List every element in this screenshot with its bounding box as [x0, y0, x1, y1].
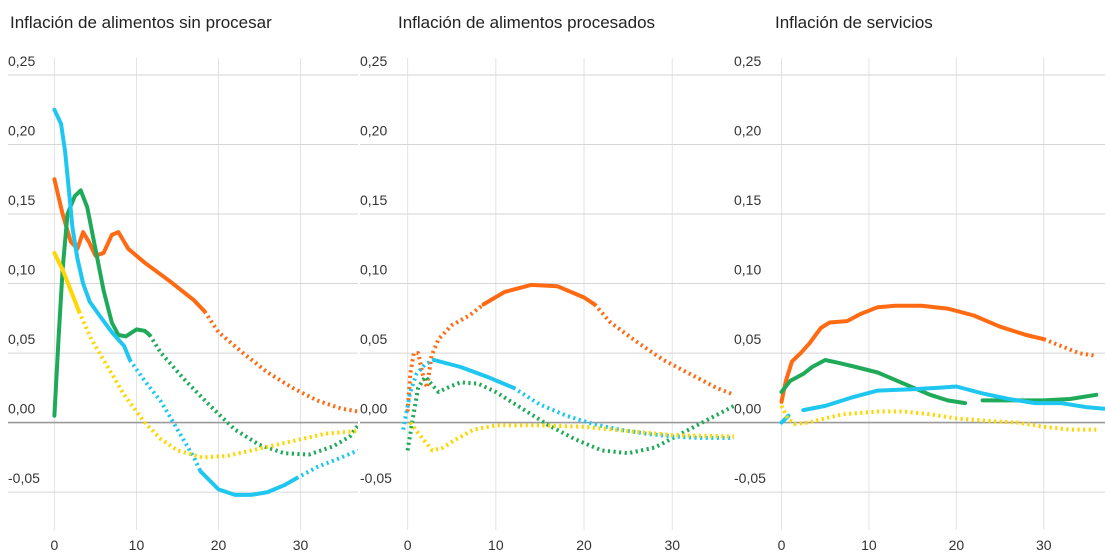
- series-cyan-dotted-line: [295, 448, 358, 480]
- series-cyan-dotted-line: [128, 358, 203, 473]
- chart-title: Inflación de alimentos procesados: [398, 13, 655, 32]
- series-orange-dotted-line: [1043, 337, 1097, 358]
- chart-panel-processed-food: Inflación de alimentos procesados 0 10 20 30…: [360, 13, 734, 552]
- x-tick-label: 10: [861, 537, 877, 552]
- x-tick-label: 30: [293, 537, 309, 552]
- chart-panel-services: Inflación de servicios 0 10 20 30 0,25 0,20 0,1…: [734, 13, 1105, 552]
- x-tick-label: 20: [211, 537, 227, 552]
- y-tick-label: 0,20: [734, 122, 761, 138]
- x-tick-label: 20: [576, 537, 592, 552]
- y-tick-label: 0,25: [8, 53, 35, 69]
- x-tick-label: 10: [488, 537, 504, 552]
- series-cyan-dotted-line: [512, 386, 734, 440]
- series-green-solid-line: [52, 188, 152, 418]
- series-lines: [401, 282, 734, 456]
- series-yellow-solid-line: [52, 251, 81, 314]
- x-tick-label: 0: [51, 537, 59, 552]
- series-orange-solid-line: [779, 303, 1046, 404]
- x-tick-label: 10: [129, 537, 145, 552]
- series-green-dotted-line: [147, 333, 358, 457]
- series-cyan-solid-line: [52, 107, 132, 362]
- y-tick-label: 0,05: [360, 331, 387, 347]
- series-orange-dotted-line: [405, 302, 485, 412]
- chart-title: Inflación de alimentos sin procesar: [10, 13, 272, 32]
- series-cyan-solid-line: [198, 469, 299, 497]
- y-tick-label: 0,15: [734, 192, 761, 208]
- y-tick-label: 0,10: [734, 262, 761, 278]
- series-orange-solid-line: [481, 282, 597, 307]
- series-yellow-dotted-line: [779, 405, 1097, 432]
- y-tick-label: -0,05: [360, 470, 392, 486]
- y-tick-label: 0,25: [734, 53, 761, 69]
- y-tick-label: 0,20: [360, 122, 387, 138]
- y-tick-label: 0,10: [360, 262, 387, 278]
- x-tick-label: 30: [1036, 537, 1052, 552]
- series-cyan-solid-line: [801, 384, 1105, 413]
- series-orange-dotted-line: [593, 303, 734, 397]
- y-tick-label: 0,05: [734, 331, 761, 347]
- y-tick-label: 0,15: [360, 192, 387, 208]
- y-tick-label: 0,00: [360, 401, 387, 417]
- x-tick-label: 0: [778, 537, 786, 552]
- series-orange-solid-line: [52, 177, 207, 314]
- chart-title: Inflación de servicios: [775, 13, 933, 32]
- series-green-solid-line: [779, 358, 968, 406]
- series-yellow-dotted-line: [77, 310, 358, 460]
- y-tick-label: 0,05: [8, 331, 35, 347]
- series-lines: [52, 107, 358, 497]
- y-tick-label: 0,25: [360, 53, 387, 69]
- y-tick-label: 0,00: [8, 401, 35, 417]
- series-cyan-dotted-line: [401, 358, 435, 430]
- series-green-dotted-line: [405, 374, 734, 456]
- series-orange-dotted-line: [202, 310, 358, 414]
- y-tick-label: 0,10: [8, 262, 35, 278]
- y-tick-label: -0,05: [8, 470, 40, 486]
- series-cyan-solid-line: [432, 358, 516, 390]
- y-tick-label: 0,15: [8, 192, 35, 208]
- y-tick-label: -0,05: [734, 470, 766, 486]
- y-tick-label: 0,00: [734, 401, 761, 417]
- x-tick-label: 0: [404, 537, 412, 552]
- chart-panel-unprocessed-food: Inflación de alimentos sin procesar 0 10 20…: [8, 13, 358, 552]
- series-lines: [779, 303, 1105, 432]
- x-tick-label: 30: [664, 537, 680, 552]
- x-tick-label: 20: [949, 537, 965, 552]
- y-tick-label: 0,20: [8, 122, 35, 138]
